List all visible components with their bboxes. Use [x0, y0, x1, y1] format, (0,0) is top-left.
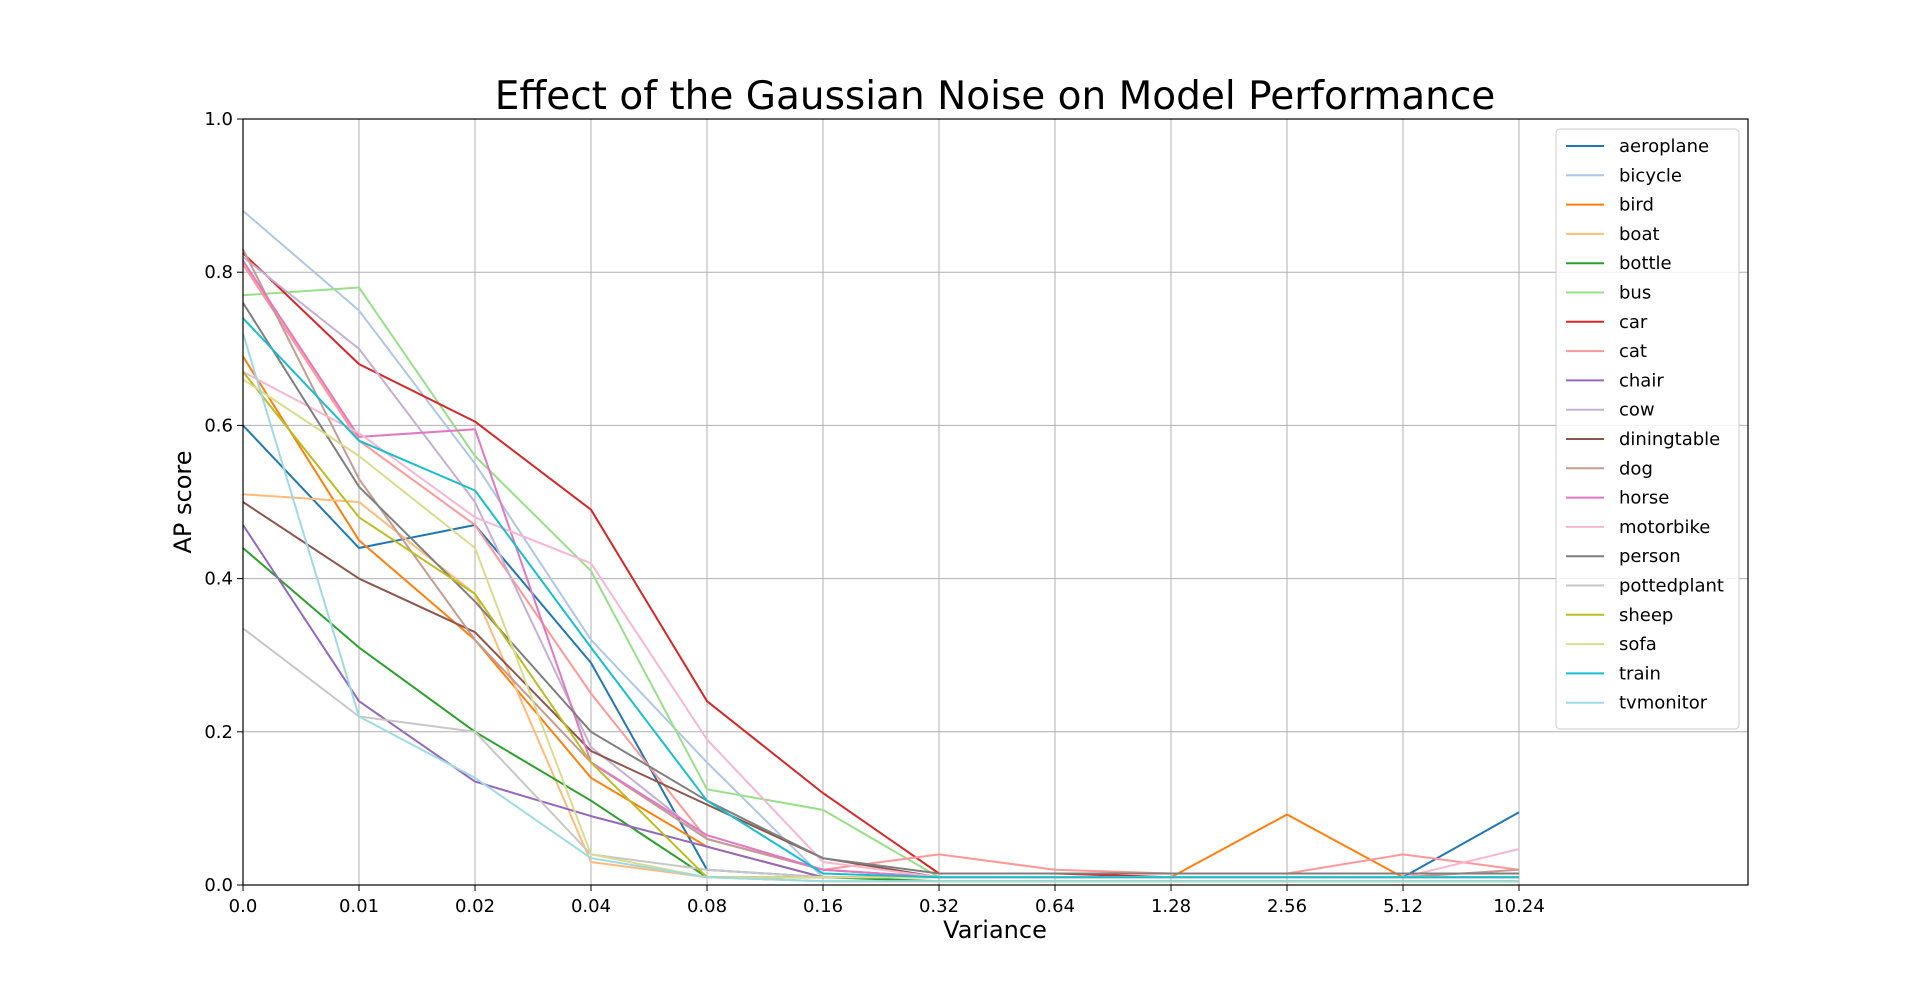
series-line-bird — [242, 355, 1519, 879]
legend: aeroplane bicycle bird boat bottle bus car cat c… — [1555, 128, 1740, 730]
legend-label-bus: bus — [1619, 283, 1651, 304]
legend-label-person: person — [1619, 546, 1681, 567]
grid-lines — [242, 118, 1748, 886]
x-axis-label: Variance — [943, 916, 1047, 944]
x-tick-label: 2.56 — [1267, 896, 1307, 917]
series-line-horse — [242, 260, 1519, 879]
x-tick-label: 0.32 — [919, 896, 959, 917]
x-tick-label: 10.24 — [1493, 896, 1545, 917]
series-line-cat — [242, 263, 1520, 875]
legend-label-sheep: sheep — [1619, 605, 1673, 626]
legend-label-bicycle: bicycle — [1619, 165, 1682, 186]
legend-label-dog: dog — [1619, 458, 1653, 479]
legend-label-horse: horse — [1619, 488, 1669, 509]
series-line-bicycle — [242, 210, 1519, 879]
x-tick-labels: 0.0 0.01 0.02 0.04 0.08 0.16 0.32 0.64 1.28 2.56 5… — [229, 885, 1545, 917]
y-tick-label: 0.8 — [204, 262, 233, 283]
x-tick-label: 0.64 — [1035, 896, 1075, 917]
legend-label-train: train — [1619, 663, 1661, 684]
series-line-boat — [242, 493, 1519, 879]
x-tick-label: 0.16 — [803, 896, 843, 917]
x-tick-label: 0.01 — [339, 896, 379, 917]
x-tick-label: 0.02 — [455, 896, 495, 917]
y-tick-label: 0.4 — [204, 569, 233, 590]
legend-box — [1555, 128, 1740, 730]
legend-label-diningtable: diningtable — [1619, 429, 1720, 450]
legend-label-boat: boat — [1619, 224, 1660, 245]
y-axis-label: AP score — [169, 450, 197, 553]
y-tick-labels: 0.0 0.2 0.4 0.6 0.8 1.0 — [204, 109, 243, 896]
x-tick-label: 5.12 — [1383, 896, 1423, 917]
legend-label-cow: cow — [1619, 400, 1655, 421]
legend-label-bottle: bottle — [1619, 253, 1672, 274]
plot-frame — [242, 118, 1749, 886]
series-line-diningtable — [242, 501, 1519, 879]
legend-label-car: car — [1619, 312, 1648, 333]
series-line-aeroplane — [242, 424, 1520, 879]
series-line-tvmonitor — [242, 333, 1519, 883]
series-line-bottle — [242, 547, 1519, 883]
y-tick-label: 1.0 — [204, 109, 233, 130]
chart-title: Effect of the Gaussian Noise on Model Pe… — [495, 74, 1496, 119]
legend-label-aeroplane: aeroplane — [1619, 136, 1709, 157]
legend-label-cat: cat — [1619, 341, 1647, 362]
legend-label-motorbike: motorbike — [1619, 517, 1710, 538]
legend-label-tvmonitor: tvmonitor — [1619, 693, 1708, 714]
y-tick-label: 0.0 — [204, 875, 233, 896]
y-tick-label: 0.2 — [204, 722, 233, 743]
legend-label-pottedplant: pottedplant — [1619, 576, 1724, 597]
x-tick-label: 0.08 — [687, 896, 727, 917]
x-tick-label: 0.0 — [229, 896, 258, 917]
series-line-person — [242, 302, 1519, 875]
legend-label-chair: chair — [1619, 370, 1664, 391]
legend-label-sofa: sofa — [1619, 634, 1657, 655]
series-line-dog — [242, 248, 1520, 879]
series-line-car — [242, 252, 1519, 879]
x-tick-label: 1.28 — [1151, 896, 1191, 917]
series-line-sofa — [242, 378, 1519, 879]
y-tick-label: 0.6 — [204, 415, 233, 436]
series-line-train — [242, 317, 1519, 879]
series-lines — [242, 210, 1520, 883]
legend-label-bird: bird — [1619, 195, 1654, 216]
x-tick-label: 0.04 — [571, 896, 611, 917]
